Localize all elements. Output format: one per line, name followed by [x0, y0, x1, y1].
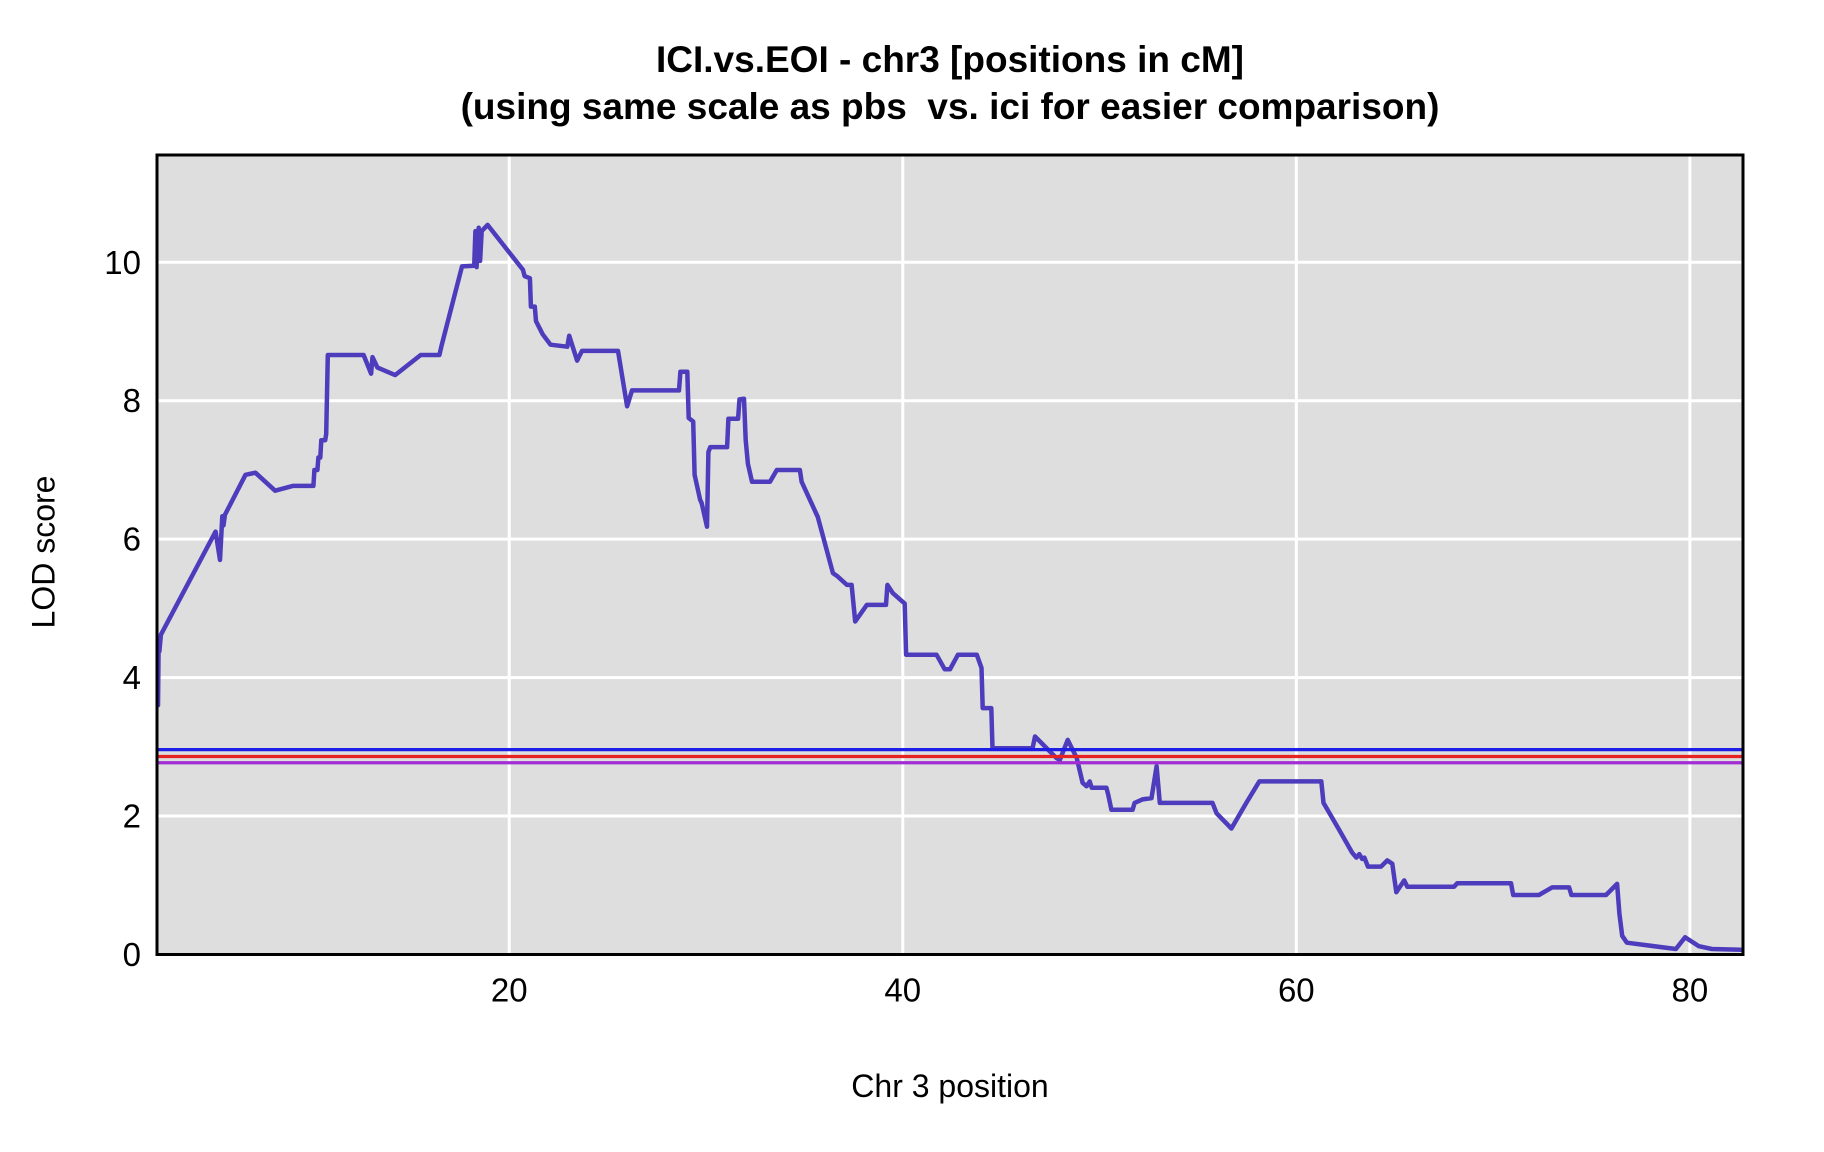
y-tick-label-0: 0 — [123, 936, 141, 973]
lod-curve — [155, 222, 1744, 952]
y-axis-label: LOD score — [25, 475, 62, 629]
chart-title: ICI.vs.EOI - chr3 [positions in cM] — [656, 39, 1244, 80]
plot-panel — [157, 155, 1743, 955]
title-block: ICI.vs.EOI - chr3 [positions in cM] (usi… — [38, 36, 1824, 131]
chart-subtitle: (using same scale as pbs vs. ici for eas… — [460, 86, 1440, 128]
x-tick-label-60: 60 — [1278, 972, 1315, 1009]
x-tick-label-80: 80 — [1672, 972, 1709, 1009]
x-tick-label-20: 20 — [491, 972, 528, 1009]
y-tick-label-4: 4 — [123, 659, 141, 696]
y-tick-label-8: 8 — [123, 382, 141, 419]
panel-border — [155, 153, 1745, 956]
y-tick-label-2: 2 — [123, 798, 141, 835]
y-tick-label-10: 10 — [104, 244, 141, 281]
y-tick-label-6: 6 — [123, 521, 141, 558]
x-tick-label-40: 40 — [884, 972, 921, 1009]
x-axis-label: Chr 3 position — [851, 1068, 1049, 1104]
